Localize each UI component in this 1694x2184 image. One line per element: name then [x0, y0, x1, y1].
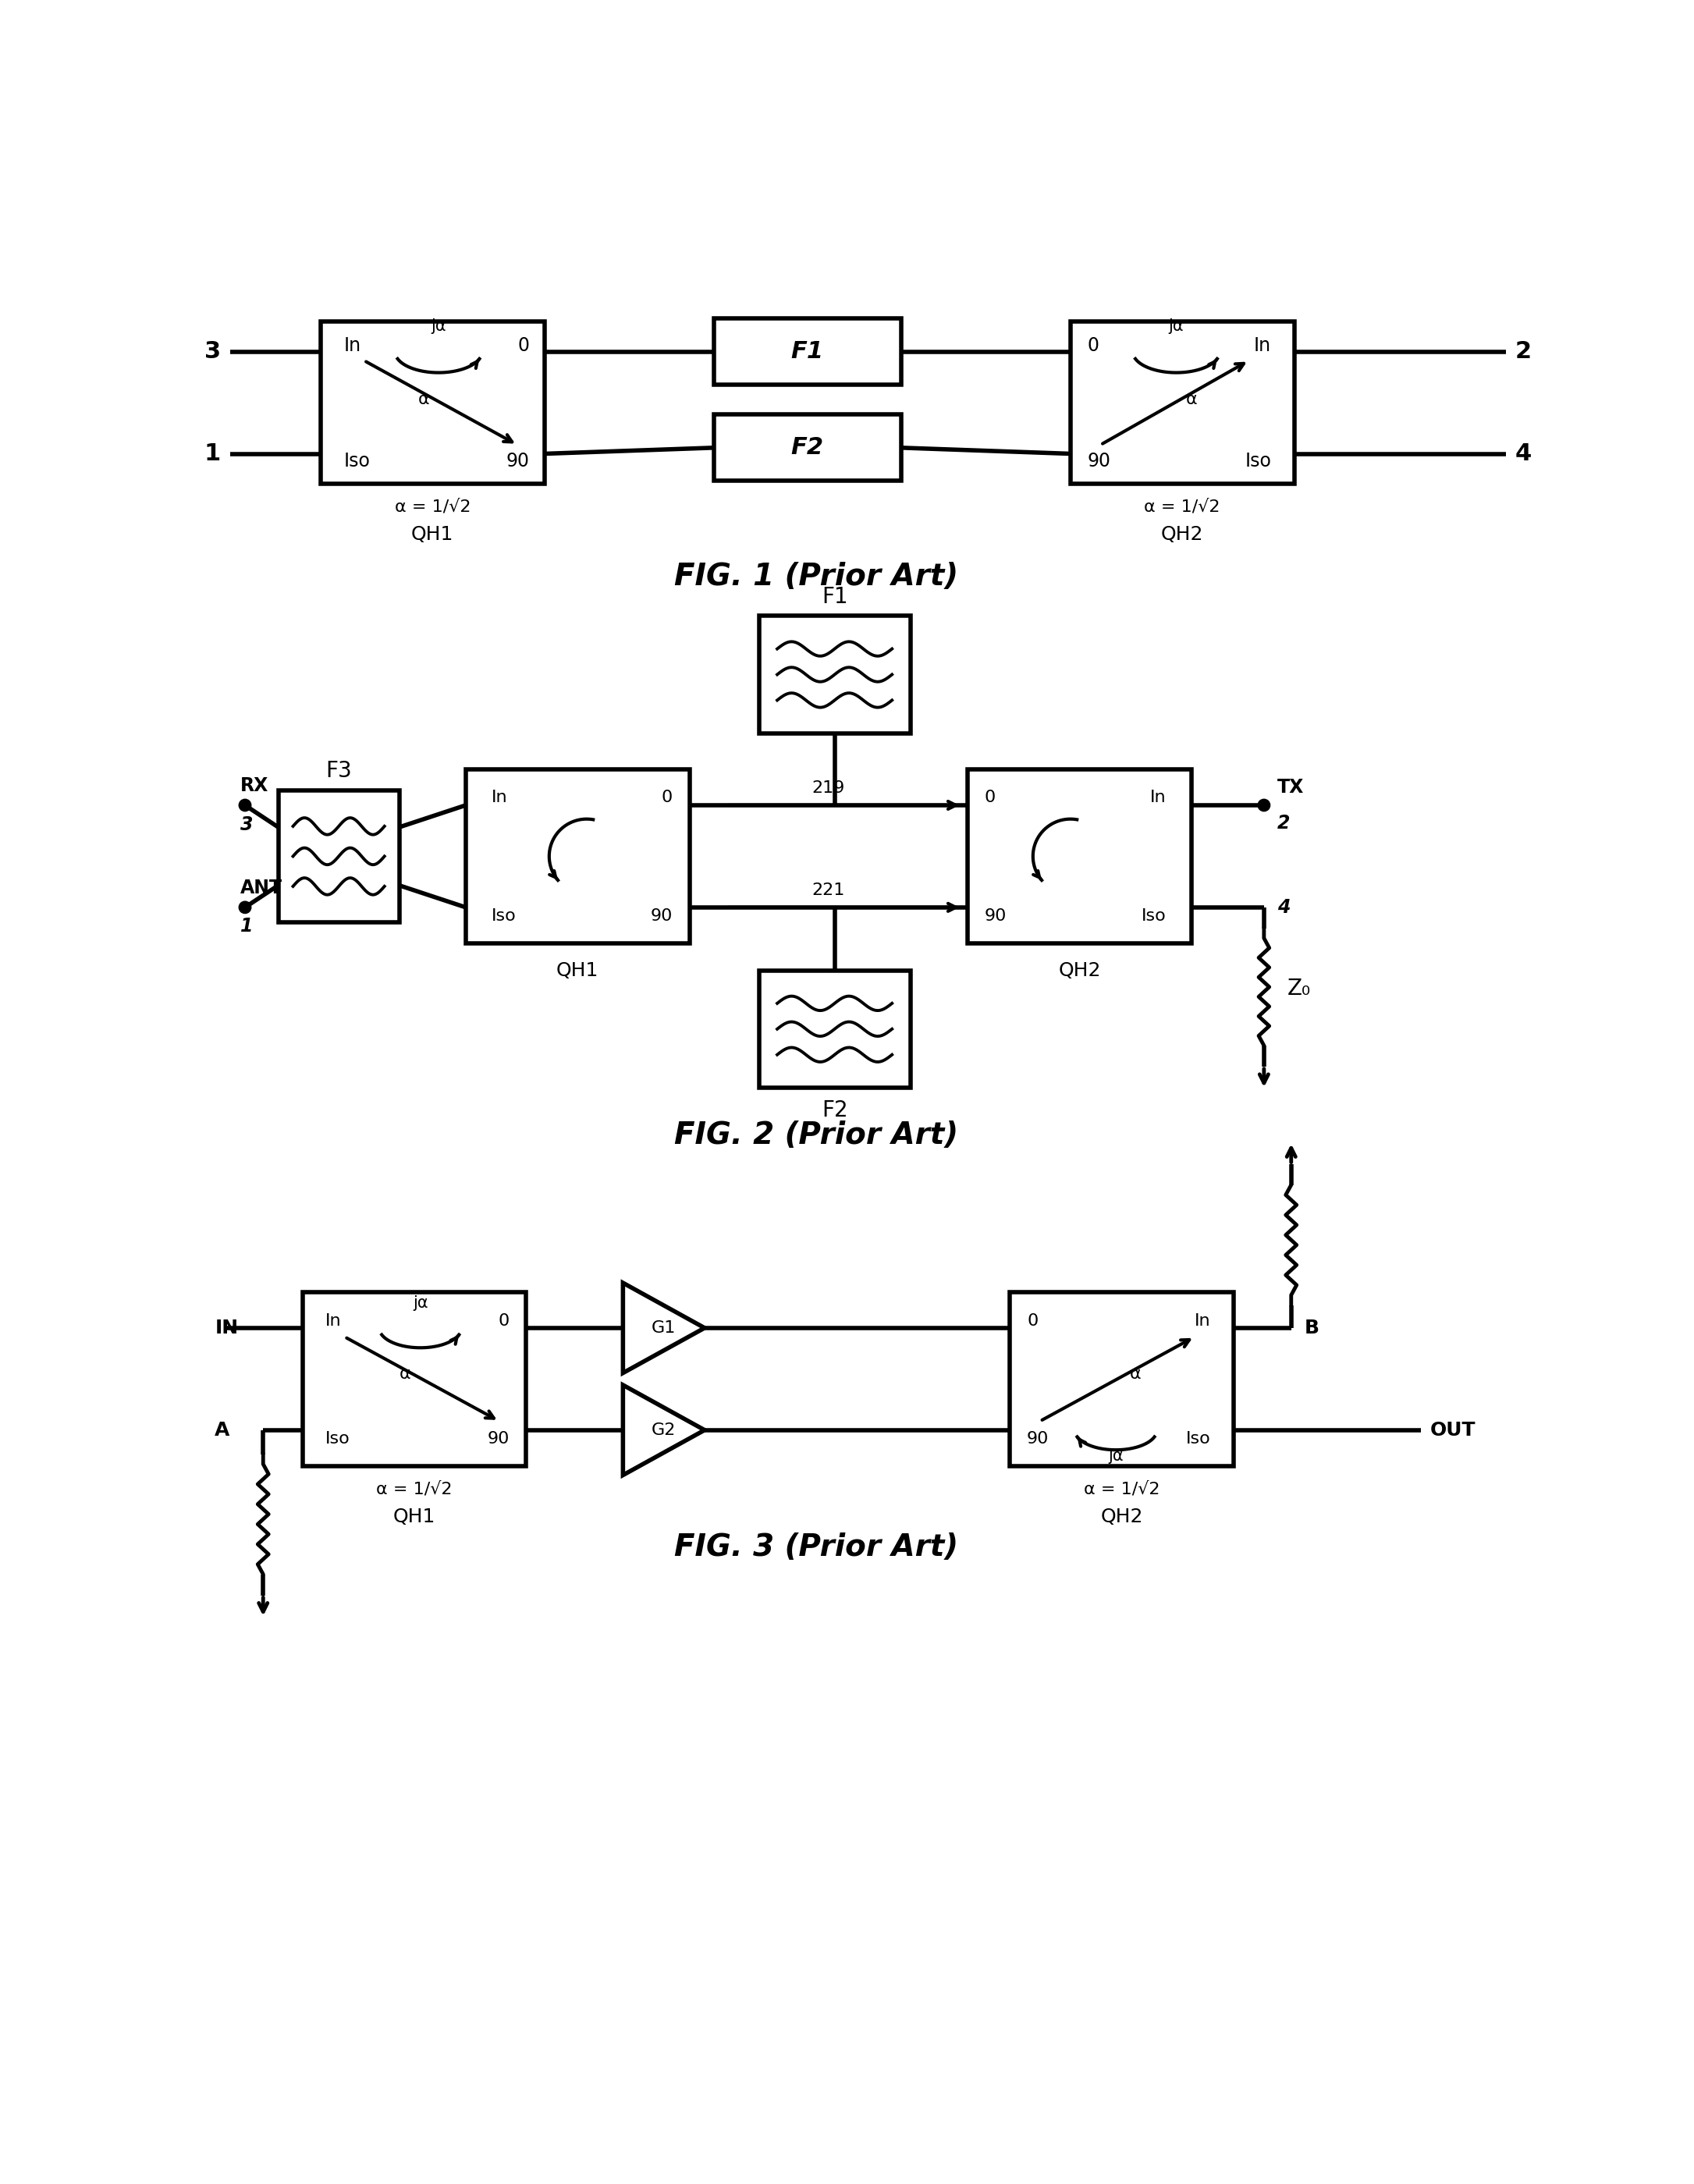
Bar: [759, 970, 910, 1088]
Text: IN: IN: [215, 1319, 239, 1337]
Text: ANT: ANT: [241, 878, 283, 898]
Text: In: In: [1254, 336, 1270, 356]
Text: α = 1/√2: α = 1/√2: [1143, 498, 1220, 515]
Text: RX: RX: [241, 778, 269, 795]
Text: α: α: [1130, 1367, 1142, 1382]
Text: 4: 4: [1277, 898, 1291, 917]
Bar: [713, 319, 901, 384]
Text: Z₀: Z₀: [1287, 978, 1311, 1000]
Text: Iso: Iso: [344, 452, 369, 470]
Bar: [320, 321, 544, 485]
Text: Iso: Iso: [1142, 909, 1165, 924]
Circle shape: [1259, 799, 1270, 810]
Text: jα: jα: [1108, 1448, 1123, 1463]
Circle shape: [239, 799, 251, 810]
Text: Iso: Iso: [1245, 452, 1270, 470]
Text: 3: 3: [205, 341, 220, 363]
Text: In: In: [344, 336, 361, 356]
Text: α = 1/√2: α = 1/√2: [395, 498, 471, 515]
Text: 90: 90: [507, 452, 529, 470]
Text: 4: 4: [1514, 443, 1531, 465]
Text: F3: F3: [325, 760, 352, 782]
Text: 1: 1: [205, 443, 220, 465]
Text: QH1: QH1: [393, 1507, 435, 1527]
Text: 90: 90: [984, 909, 1006, 924]
Text: 0: 0: [1027, 1313, 1038, 1328]
Text: TX: TX: [1277, 778, 1304, 797]
Text: A: A: [215, 1422, 230, 1439]
Text: 90: 90: [1088, 452, 1111, 470]
Text: G1: G1: [652, 1319, 676, 1337]
Polygon shape: [623, 1385, 705, 1474]
Text: α = 1/√2: α = 1/√2: [1084, 1481, 1160, 1496]
Bar: [303, 1293, 527, 1465]
Circle shape: [239, 902, 251, 913]
Text: 0: 0: [498, 1313, 510, 1328]
Text: QH2: QH2: [1160, 526, 1204, 544]
Text: Iso: Iso: [491, 909, 517, 924]
Text: α: α: [1186, 391, 1198, 408]
Text: Iso: Iso: [325, 1431, 351, 1446]
Text: In: In: [491, 791, 507, 806]
Text: F2: F2: [822, 1099, 847, 1120]
Text: 0: 0: [661, 791, 673, 806]
Text: F1: F1: [822, 585, 847, 607]
Bar: [967, 769, 1191, 943]
Polygon shape: [623, 1282, 705, 1374]
Text: 3: 3: [241, 815, 252, 834]
Text: FIG. 2 (Prior Art): FIG. 2 (Prior Art): [674, 1120, 959, 1151]
Text: α: α: [400, 1367, 410, 1382]
Bar: [466, 769, 689, 943]
Text: 0: 0: [984, 791, 996, 806]
Text: 90: 90: [488, 1431, 510, 1446]
Bar: [278, 791, 400, 922]
Text: In: In: [1194, 1313, 1211, 1328]
Text: 90: 90: [1027, 1431, 1049, 1446]
Text: QH2: QH2: [1059, 961, 1101, 981]
Text: F1: F1: [791, 341, 823, 363]
Text: QH1: QH1: [556, 961, 598, 981]
Text: OUT: OUT: [1430, 1422, 1475, 1439]
Text: B: B: [1304, 1319, 1320, 1337]
Text: FIG. 3 (Prior Art): FIG. 3 (Prior Art): [674, 1533, 959, 1562]
Text: 0: 0: [1088, 336, 1099, 356]
Bar: [1010, 1293, 1233, 1465]
Text: QH2: QH2: [1101, 1507, 1143, 1527]
Text: In: In: [1150, 791, 1165, 806]
Text: QH1: QH1: [412, 526, 454, 544]
Bar: [759, 616, 910, 734]
Text: 2: 2: [1514, 341, 1531, 363]
Text: jα: jα: [413, 1295, 429, 1310]
Text: 1: 1: [241, 917, 252, 937]
Text: Iso: Iso: [1186, 1431, 1211, 1446]
Text: α = 1/√2: α = 1/√2: [376, 1481, 452, 1496]
Text: jα: jα: [1169, 319, 1184, 334]
Text: In: In: [325, 1313, 342, 1328]
Text: 0: 0: [518, 336, 529, 356]
Text: FIG. 1 (Prior Art): FIG. 1 (Prior Art): [674, 561, 959, 592]
Text: F2: F2: [791, 437, 823, 459]
Text: α: α: [418, 391, 430, 408]
Bar: [1071, 321, 1294, 485]
Text: G2: G2: [652, 1422, 676, 1437]
Text: 2: 2: [1277, 815, 1291, 832]
Text: jα: jα: [430, 319, 446, 334]
Bar: [713, 415, 901, 480]
Text: 221: 221: [811, 882, 845, 898]
Text: 219: 219: [811, 780, 845, 797]
Text: 90: 90: [650, 909, 673, 924]
